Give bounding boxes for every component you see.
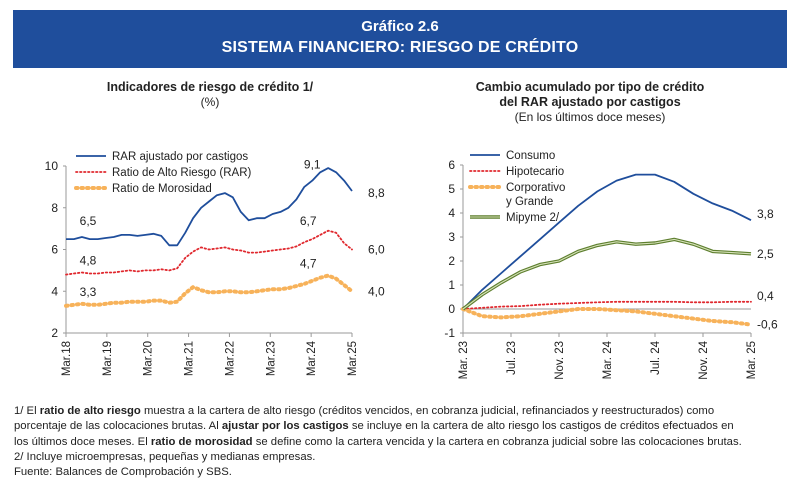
- right-chart-title-line-1: Cambio acumulado por tipo de crédito: [475, 80, 705, 94]
- right-x-tick-label: Mar. 23: [458, 341, 470, 379]
- right-chart-subtitle: (En los últimos doce meses): [514, 110, 666, 124]
- left-legend-label-1: Ratio de Alto Riesgo (RAR): [112, 167, 252, 179]
- right-x-tick-label: Jul. 24: [650, 340, 662, 374]
- left-data-label: 3,3: [80, 285, 97, 299]
- left-x-tick-label: Mar.24: [306, 340, 318, 376]
- left-data-label: 6,0: [368, 243, 385, 257]
- left-legend-label-2: Ratio de Morosidad: [112, 183, 212, 195]
- right-y-tick-label: 3: [448, 230, 455, 244]
- left-chart-subtitle: (%): [200, 95, 220, 109]
- left-x-tick-label: Mar.21: [184, 341, 196, 376]
- footnote-2: 2/ Incluye microempresas, pequeñas y med…: [14, 450, 316, 463]
- right-data-label: 0,4: [757, 289, 774, 303]
- left-data-label: 8,8: [368, 186, 385, 200]
- chart-header: Gráfico 2.6 SISTEMA FINANCIERO: RIESGO D…: [13, 10, 787, 68]
- left-chart-title-block: Indicadores de riesgo de crédito 1/ (%): [60, 80, 360, 110]
- figure-title: SISTEMA FINANCIERO: RIESGO DE CRÉDITO: [221, 39, 579, 56]
- right-y-tick-label: 2: [448, 254, 455, 268]
- left-x-tick-label: Mar.19: [102, 341, 114, 376]
- right-x-tick-label: Mar. 24: [602, 340, 614, 379]
- left-y-tick-label: 10: [45, 159, 59, 173]
- left-data-label: 6,7: [300, 214, 317, 228]
- left-x-tick-label: Mar.23: [265, 341, 277, 376]
- left-data-label: 4,8: [80, 254, 97, 268]
- right-x-tick-label: Jul. 23: [506, 341, 518, 375]
- right-legend-label-3: Mipyme 2/: [506, 212, 560, 224]
- left-series-line-2: [64, 273, 354, 308]
- left-y-tick-label: 8: [51, 201, 58, 215]
- left-series-line-0: [66, 167, 353, 247]
- right-y-tick-label: 5: [448, 182, 455, 196]
- figure-number: Gráfico 2.6: [361, 18, 439, 35]
- right-series-line-2: [461, 307, 753, 327]
- left-data-label: 6,5: [80, 214, 97, 228]
- footnote-1-line-2: porcentaje de las colocaciones brutas. A…: [14, 420, 734, 433]
- left-x-tick-label: Mar.18: [61, 341, 73, 376]
- right-x-tick-label: Mar. 25: [746, 341, 758, 379]
- right-legend-label-2: y Grande: [506, 196, 553, 208]
- left-data-label: 9,1: [304, 158, 321, 172]
- right-chart-title-line-2: del RAR ajustado por castigos: [499, 95, 681, 109]
- left-x-tick-label: Mar.20: [143, 341, 155, 376]
- right-series-line-1: [462, 300, 752, 310]
- source-note: Fuente: Balances de Comprobación y SBS.: [14, 466, 232, 479]
- left-series-line-1: [65, 229, 353, 276]
- right-x-tick-label: Nov. 23: [554, 341, 566, 380]
- left-x-tick-label: Mar.22: [224, 341, 236, 376]
- footnotes: 1/ El ratio de alto riesgo muestra a la …: [14, 404, 790, 480]
- left-y-tick-label: 2: [51, 326, 58, 340]
- footnote-1-line-1: 1/ El ratio de alto riesgo muestra a la …: [14, 405, 715, 417]
- right-x-tick-label: Nov. 24: [698, 340, 710, 379]
- right-legend-label-1: Hipotecario: [506, 166, 564, 178]
- left-chart-title: Indicadores de riesgo de crédito 1/: [106, 80, 314, 94]
- right-y-tick-label: 0: [448, 302, 455, 316]
- right-y-tick-label: 4: [448, 206, 455, 220]
- left-data-label: 4,0: [368, 284, 385, 298]
- left-y-tick-label: 6: [51, 243, 58, 257]
- left-x-tick-label: Mar.25: [347, 341, 359, 376]
- footnote-1-line-3: los últimos doce meses. El ratio de moro…: [14, 435, 742, 448]
- right-data-label: -0,6: [757, 318, 778, 332]
- right-series-line-3-inner: [462, 238, 752, 310]
- right-y-tick-label: 6: [448, 158, 455, 172]
- right-data-label: 3,8: [757, 207, 774, 221]
- right-chart-title-block: Cambio acumulado por tipo de crédito del…: [440, 80, 740, 125]
- right-legend-label-0: Consumo: [506, 150, 555, 162]
- right-series-line-0: [462, 173, 752, 310]
- right-legend-label-2: Corporativo: [506, 182, 565, 194]
- right-data-label: 2,5: [757, 247, 774, 261]
- left-data-label: 4,7: [300, 257, 317, 271]
- right-y-tick-label: 1: [448, 278, 455, 292]
- left-y-tick-label: 4: [51, 284, 58, 298]
- left-legend-label-0: RAR ajustado por castigos: [112, 151, 248, 163]
- right-y-tick-label: -1: [444, 326, 455, 340]
